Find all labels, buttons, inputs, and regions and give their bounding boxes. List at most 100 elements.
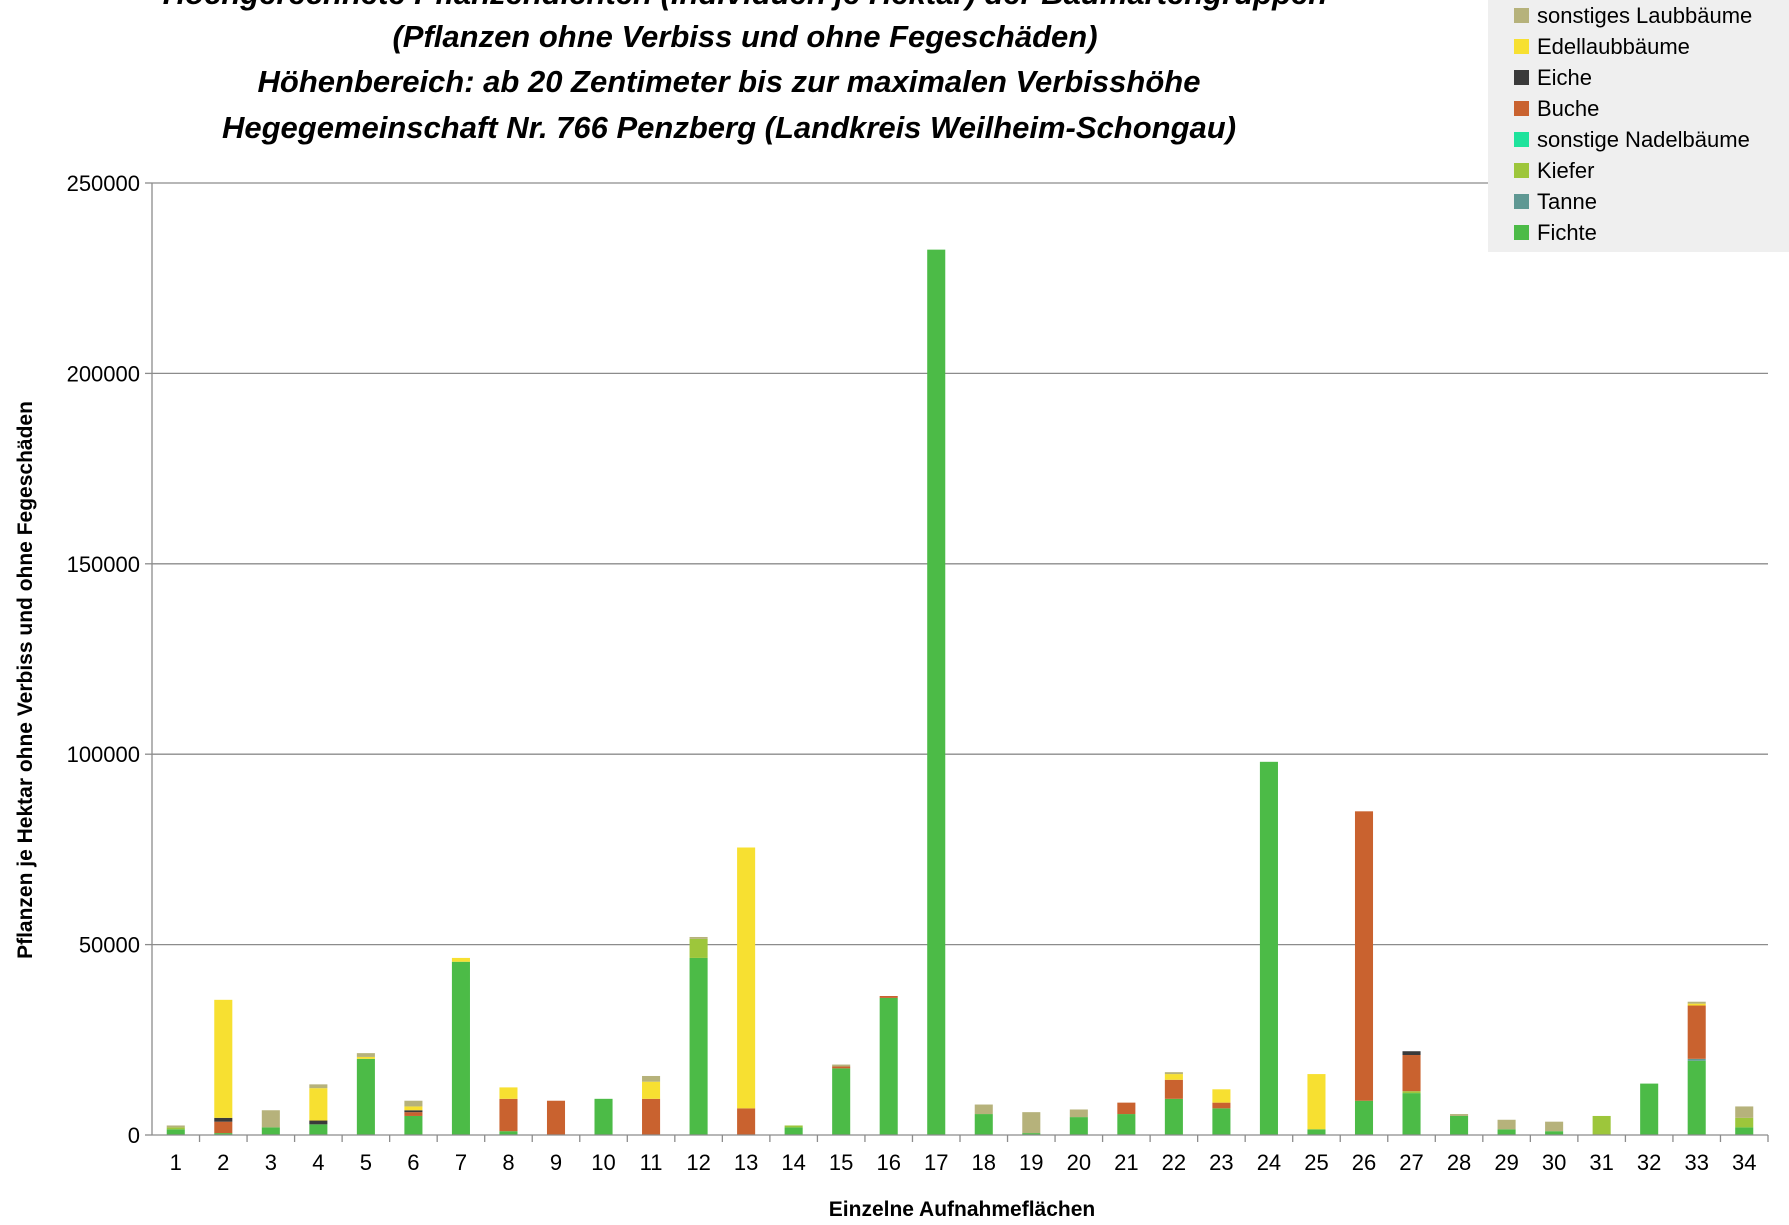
- bar-segment-fichte: [1022, 1133, 1041, 1135]
- x-tick-label: 33: [1684, 1150, 1708, 1175]
- bar-segment-fichte: [1259, 761, 1278, 1135]
- bar-segment-sonstiges-laubbäume: [689, 936, 708, 939]
- x-tick-label: 30: [1542, 1150, 1566, 1175]
- x-tick-label: 27: [1399, 1150, 1423, 1175]
- bar-segment-buche: [1402, 1055, 1421, 1092]
- legend-box: [1488, 0, 1789, 252]
- x-tick-label: 15: [829, 1150, 853, 1175]
- bar-segment-fichte: [594, 1098, 613, 1135]
- x-tick-label: 26: [1352, 1150, 1376, 1175]
- legend-label: Kiefer: [1537, 158, 1594, 183]
- x-tick-label: 19: [1019, 1150, 1043, 1175]
- title-line-4: Hegegemeinschaft Nr. 766 Penzberg (Landk…: [222, 110, 1236, 145]
- legend-swatch: [1514, 70, 1529, 85]
- bar-segment-edellaubbäume: [451, 957, 470, 962]
- x-tick-label: 3: [265, 1150, 277, 1175]
- x-tick-label: 23: [1209, 1150, 1233, 1175]
- x-axis-title: Einzelne Aufnahmeflächen: [829, 1198, 1095, 1221]
- legend-label: Eiche: [1537, 65, 1592, 90]
- bar-segment-fichte: [309, 1124, 328, 1135]
- bar-segment-buche: [1687, 1005, 1706, 1059]
- bar-segment-fichte: [1402, 1093, 1421, 1135]
- bar-segment-kiefer: [1402, 1091, 1421, 1094]
- legend-swatch: [1514, 132, 1529, 147]
- bar-segment-fichte: [1640, 1083, 1659, 1135]
- legend-swatch: [1514, 39, 1529, 54]
- bar-segment-sonstiges-laubbäume: [404, 1100, 423, 1107]
- bar-segment-edellaubbäume: [404, 1106, 423, 1111]
- bar-segment-buche: [832, 1066, 851, 1069]
- bar-segment-kiefer: [1592, 1115, 1611, 1135]
- bar-segment-buche: [1117, 1102, 1136, 1115]
- y-axis-title: Pflanzen je Hektar ohne Verbiss und ohne…: [14, 401, 37, 959]
- x-tick-label: 2: [217, 1150, 229, 1175]
- x-tick-label: 9: [550, 1150, 562, 1175]
- bar-segment-fichte: [1117, 1114, 1136, 1135]
- bar-segment-buche: [546, 1100, 566, 1135]
- bar-segment-edellaubbäume: [1212, 1089, 1231, 1103]
- bar-segment-sonstiges-laubbäume: [1164, 1072, 1183, 1075]
- bar-segment-edellaubbäume: [499, 1087, 518, 1099]
- legend-swatch: [1514, 163, 1529, 178]
- bar-segment-fichte: [404, 1115, 423, 1135]
- bar-segment-kiefer: [689, 938, 708, 958]
- bar-segment-fichte: [1212, 1108, 1231, 1135]
- x-tick-label: 25: [1304, 1150, 1328, 1175]
- title-line-1: Hochgerechnete Pflanzendichten (Individu…: [163, 0, 1327, 11]
- gridlines: [152, 182, 1768, 946]
- y-tick-label: 0: [128, 1123, 140, 1148]
- bar-segment-edellaubbäume: [309, 1088, 328, 1121]
- bar-segment-edellaubbäume: [737, 847, 756, 1109]
- bar-segment-buche: [1354, 811, 1374, 1101]
- bar-segment-fichte: [1687, 1060, 1706, 1135]
- x-tick-label: 24: [1257, 1150, 1281, 1175]
- bar-segment-kiefer: [784, 1125, 803, 1128]
- bar-segment-fichte: [1497, 1129, 1516, 1135]
- x-tick-label: 32: [1637, 1150, 1661, 1175]
- x-tick-label: 29: [1494, 1150, 1518, 1175]
- x-tick-label: 28: [1447, 1150, 1471, 1175]
- bar-segment-tanne: [1687, 1058, 1706, 1061]
- x-tick-label: 21: [1114, 1150, 1138, 1175]
- bar-segment-fichte: [1354, 1100, 1374, 1135]
- bar-segment-sonstiges-laubbäume: [1545, 1121, 1564, 1132]
- bar-segment-sonstiges-laubbäume: [166, 1125, 185, 1128]
- bar-segment-fichte: [356, 1058, 375, 1135]
- bar-segment-sonstiges-laubbäume: [309, 1084, 328, 1089]
- bar-segment-sonstiges-laubbäume: [1687, 1001, 1706, 1004]
- x-tick-label: 17: [924, 1150, 948, 1175]
- bar-segment-buche: [642, 1098, 661, 1135]
- y-tick-label: 100000: [67, 742, 140, 767]
- legend-label: Tanne: [1537, 189, 1597, 214]
- bar-segment-fichte: [1164, 1098, 1183, 1135]
- title-line-2: (Pflanzen ohne Verbiss und ohne Fegeschä…: [392, 19, 1097, 54]
- y-tick-label: 200000: [67, 361, 140, 386]
- x-tick-label: 5: [360, 1150, 372, 1175]
- x-tick-label: 22: [1162, 1150, 1186, 1175]
- bar-segment-fichte: [879, 997, 898, 1135]
- bar-segment-sonstiges-laubbäume: [1069, 1109, 1088, 1118]
- bar-segment-fichte: [166, 1129, 185, 1135]
- legend-label: Fichte: [1537, 220, 1597, 245]
- legend-swatch: [1514, 225, 1529, 240]
- x-tick-label: 31: [1589, 1150, 1613, 1175]
- bar-segment-edellaubbäume: [214, 999, 233, 1118]
- bar-segment-edellaubbäume: [1687, 1003, 1706, 1006]
- bar-segment-buche: [214, 1121, 233, 1134]
- bar-segment-fichte: [1545, 1131, 1564, 1135]
- x-tick-label: 4: [312, 1150, 324, 1175]
- bar-segment-fichte: [784, 1127, 803, 1135]
- x-tick-label: 11: [640, 1150, 663, 1175]
- bar-segment-sonstiges-laubbäume: [974, 1104, 993, 1115]
- legend-label: Buche: [1537, 96, 1599, 121]
- bar-segment-fichte: [1307, 1129, 1326, 1135]
- bar-segment-fichte: [832, 1068, 851, 1135]
- bar-segment-sonstiges-laubbäume: [832, 1064, 851, 1067]
- y-tick-label: 50000: [79, 933, 140, 958]
- bar-segment-buche: [1212, 1102, 1231, 1109]
- bar-segment-kiefer: [1735, 1117, 1754, 1128]
- bar-segment-sonstiges-laubbäume: [261, 1110, 280, 1128]
- y-tick-label: 150000: [67, 552, 140, 577]
- chart-title: Hochgerechnete Pflanzendichten (Individu…: [163, 0, 1327, 145]
